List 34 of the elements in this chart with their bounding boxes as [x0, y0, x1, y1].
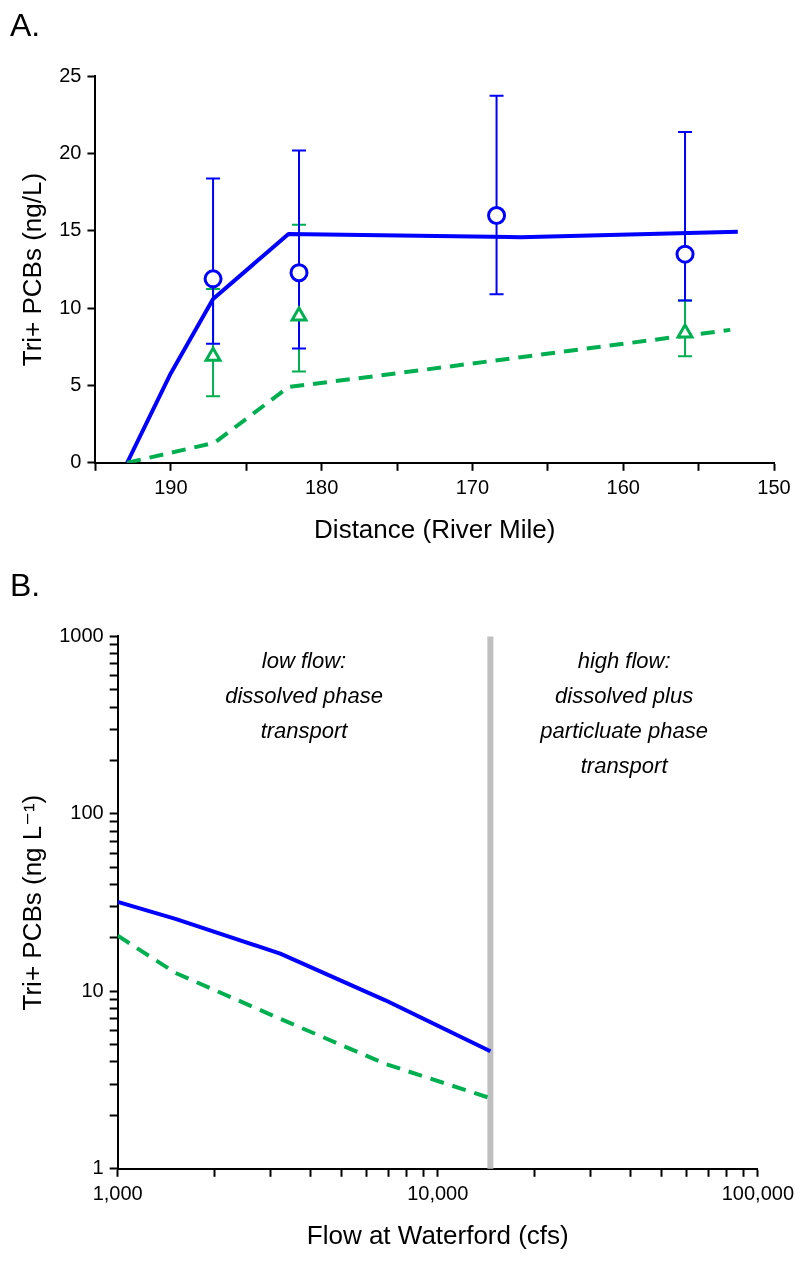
y-axis-title: Tri+ PCBs (ng L⁻¹): [16, 794, 47, 1011]
point: [487, 206, 507, 225]
y-tick-label: 1000: [59, 623, 104, 646]
point: [290, 306, 308, 322]
point: [204, 346, 222, 362]
x-tick-label: 100,000: [721, 1182, 794, 1205]
x-tick-label: 160: [606, 476, 640, 499]
line-series: [125, 327, 733, 463]
y-tick-label: 0: [70, 450, 82, 473]
y-tick-label: 25: [59, 63, 82, 86]
chart-title: A.: [10, 7, 41, 44]
x-axis-title: Distance (River Mile): [314, 513, 556, 544]
point: [676, 323, 694, 339]
x-tick-label: 170: [455, 476, 490, 499]
point: [675, 244, 695, 264]
x-tick-label: 150: [757, 476, 791, 499]
annotation: high flow: dissolved plus particluate phase transport: [539, 648, 708, 779]
y-axis-title: Tri+ PCBs (ng/L): [16, 172, 47, 367]
x-axis-title: Flow at Waterford (cfs): [306, 1219, 569, 1250]
y-tick-label: 15: [59, 218, 82, 241]
x-tick-label: 10,000: [407, 1182, 469, 1205]
y-tick-label: 100: [70, 801, 104, 824]
point: [289, 263, 309, 283]
chart-title: B.: [10, 567, 41, 604]
y-tick-label: 10: [59, 295, 82, 318]
y-tick-label: 1: [92, 1156, 104, 1179]
x-tick-label: 190: [154, 476, 188, 499]
point: [203, 269, 223, 289]
y-tick-label: 10: [81, 978, 104, 1001]
x-tick-label: 180: [304, 476, 339, 499]
annotation: low flow: dissolved phase transport: [225, 648, 383, 744]
y-tick-label: 5: [70, 373, 82, 396]
y-tick-label: 20: [59, 141, 82, 164]
x-tick-label: 1,000: [92, 1182, 143, 1205]
